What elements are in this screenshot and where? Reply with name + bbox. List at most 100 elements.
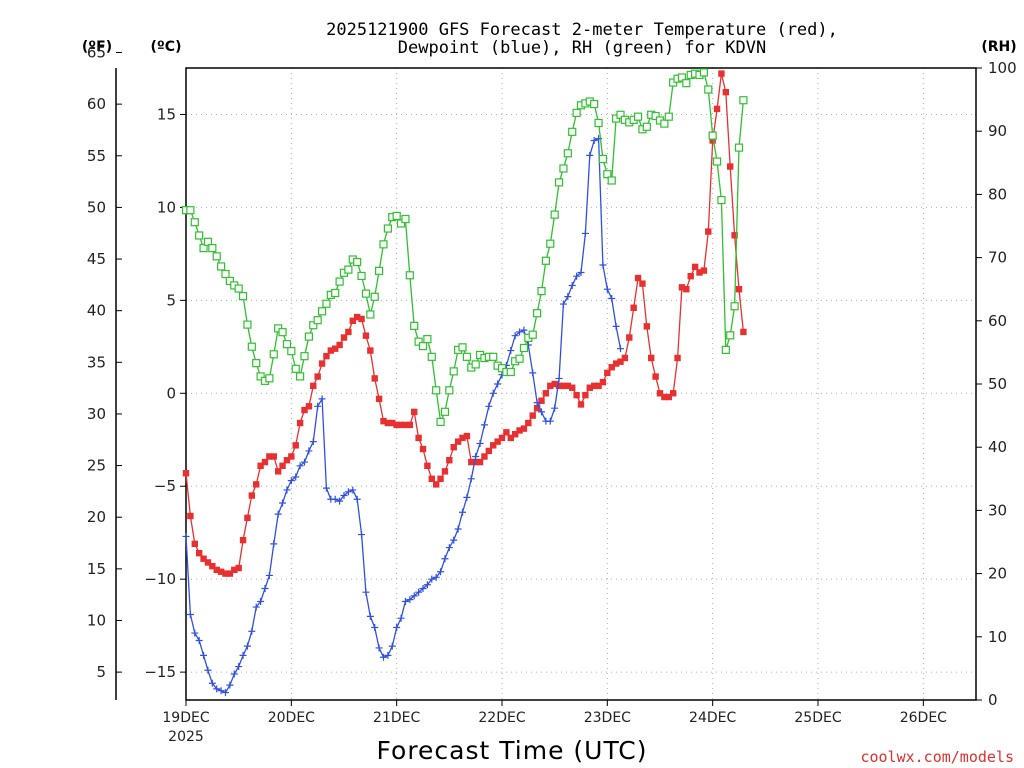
fahrenheit-tick-label: 15 <box>87 560 106 578</box>
temperature-point <box>468 458 475 466</box>
fahrenheit-tick-label: 35 <box>87 353 106 371</box>
temperature-point <box>323 352 330 360</box>
temperature-point <box>406 421 414 429</box>
temperature-point <box>393 421 400 429</box>
temperature-point <box>446 457 453 464</box>
dewpoint-point <box>415 588 423 596</box>
temperature-point <box>639 280 646 287</box>
dewpoint-point <box>406 596 414 604</box>
dewpoint-point <box>274 510 282 518</box>
temperature-point <box>560 382 567 390</box>
temperature-point <box>709 137 716 144</box>
temperature-point <box>204 559 212 566</box>
credit-link[interactable]: coolwx.com/models <box>860 748 1014 766</box>
dewpoint-point <box>186 610 194 618</box>
relative-humidity-point <box>660 119 669 128</box>
relative-humidity-point <box>317 307 327 316</box>
relative-humidity-point <box>217 262 226 271</box>
relative-humidity-point <box>353 257 362 267</box>
temperature-point <box>542 390 550 397</box>
relative-humidity-point <box>427 352 436 361</box>
temperature-point <box>648 354 655 362</box>
rh-tick-label: 10 <box>988 628 1007 646</box>
dewpoint-point <box>344 488 352 496</box>
dewpoint-point <box>243 642 251 650</box>
temperature-point <box>195 549 203 557</box>
dewpoint-point <box>384 651 392 659</box>
temperature-point <box>397 421 405 429</box>
relative-humidity-point <box>291 364 300 373</box>
fahrenheit-tick-label: 50 <box>87 198 106 216</box>
relative-humidity-point <box>568 127 577 136</box>
temperature-point <box>533 404 541 412</box>
temperature-point <box>463 432 471 440</box>
celsius-tick-label: 15 <box>157 105 176 123</box>
rh-tick-label: 90 <box>988 122 1007 140</box>
temperature-point <box>494 438 501 445</box>
temperature-point <box>266 453 273 460</box>
dewpoint-point <box>296 462 304 470</box>
temperature-point <box>261 458 269 466</box>
dewpoint-point <box>437 568 445 576</box>
dewpoint-point <box>226 681 234 689</box>
relative-humidity-point <box>708 131 717 140</box>
dewpoint-point <box>441 555 449 563</box>
temperature-point <box>459 434 466 442</box>
temperature-point <box>424 462 431 469</box>
dewpoint-point <box>195 637 203 645</box>
temperature-point <box>248 492 256 499</box>
dewpoint-point <box>397 614 405 622</box>
temperature-point <box>411 408 418 416</box>
relative-humidity-point <box>572 108 581 117</box>
relative-humidity-point <box>594 118 603 128</box>
dewpoint-point <box>612 322 620 330</box>
relative-humidity-point <box>366 310 375 319</box>
plot-frame <box>185 67 977 701</box>
dewpoint-point <box>380 653 387 661</box>
relative-humidity-line <box>186 71 745 425</box>
dewpoint-point <box>213 685 221 693</box>
temperature-point <box>735 286 743 293</box>
relative-humidity-point <box>651 111 660 121</box>
dewpoint-point <box>529 369 537 377</box>
temperature-point <box>520 425 528 432</box>
dewpoint-point <box>476 439 484 447</box>
relative-humidity-point <box>563 149 572 158</box>
x-tick-label: 21DEC <box>373 710 420 726</box>
dewpoint-point <box>283 486 291 494</box>
relative-humidity-point <box>401 214 410 224</box>
dewpoint-point <box>393 624 401 632</box>
relative-humidity-point <box>550 210 559 219</box>
temperature-point <box>503 429 510 436</box>
dewpoint-point <box>388 642 396 650</box>
dewpoint-point <box>494 380 502 388</box>
relative-humidity-point <box>533 309 542 318</box>
dewpoint-point <box>516 328 524 336</box>
dewpoint-point <box>349 486 357 494</box>
dewpoint-point <box>507 347 515 355</box>
celsius-tick-label: −10 <box>144 570 176 588</box>
dewpoint-point <box>217 687 225 695</box>
chart-title: 2025121900 GFS Forecast 2-meter Temperat… <box>326 20 838 40</box>
temperature-point <box>253 481 260 488</box>
dewpoint-point <box>318 395 326 403</box>
relative-humidity-point <box>489 352 498 361</box>
relative-humidity-point <box>432 386 441 395</box>
temperature-point <box>353 313 361 321</box>
relative-humidity-point <box>203 237 213 246</box>
relative-humidity-point <box>212 252 221 261</box>
dewpoint-point <box>270 540 278 548</box>
relative-humidity-point <box>664 112 673 121</box>
temperature-point <box>547 382 554 390</box>
temperature-point <box>257 462 264 469</box>
temperature-point <box>187 512 194 520</box>
dewpoint-point <box>252 603 260 611</box>
relative-humidity-point <box>717 195 726 205</box>
temperature-point <box>586 384 593 391</box>
temperature-point <box>454 438 462 445</box>
temperature-point <box>722 88 730 96</box>
temperature-point <box>336 341 343 349</box>
relative-humidity-point <box>598 154 608 164</box>
temperature-point <box>367 347 374 354</box>
dewpoint-point <box>511 332 519 340</box>
